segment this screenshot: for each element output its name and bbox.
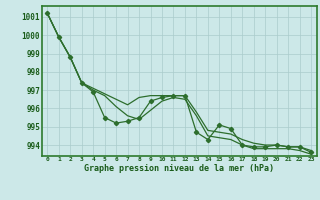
X-axis label: Graphe pression niveau de la mer (hPa): Graphe pression niveau de la mer (hPa) bbox=[84, 164, 274, 173]
